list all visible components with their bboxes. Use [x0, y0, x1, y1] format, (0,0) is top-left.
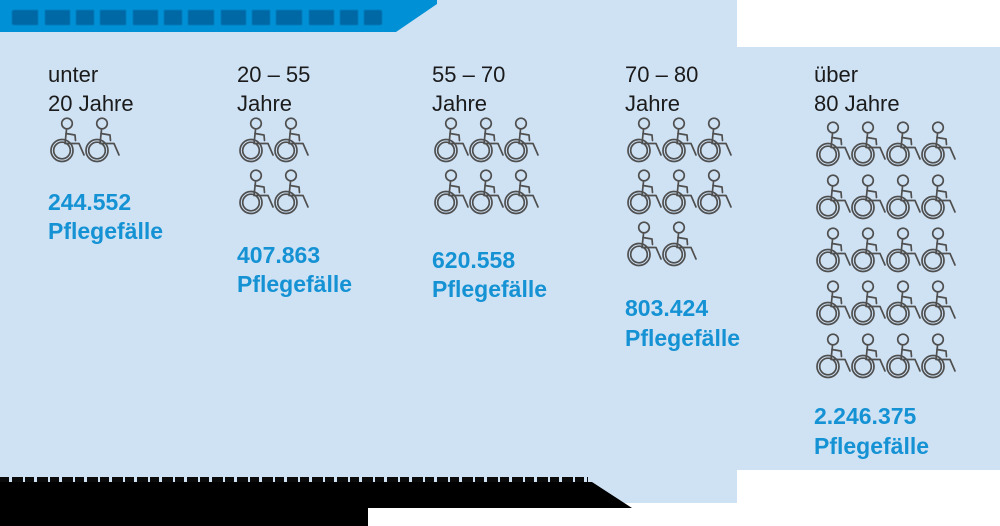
pictogram-row: [432, 117, 539, 165]
pictogram-row: [625, 169, 732, 217]
pictogram-group: [432, 117, 539, 221]
age-group-label-line2: Jahre: [237, 91, 293, 116]
care-cases-unit-label: Pflegefälle: [48, 218, 164, 244]
wheelchair-icon: [814, 174, 860, 222]
pictogram-row: [625, 221, 730, 269]
wheelchair-icon: [919, 333, 965, 381]
wheelchair-icon: [849, 280, 895, 328]
wheelchair-icon: [814, 280, 860, 328]
pictogram-group: [48, 117, 120, 169]
age-group-label-line2: Jahre: [432, 91, 488, 116]
care-cases-count: 244.552: [48, 189, 132, 215]
wheelchair-icon: [849, 174, 895, 222]
care-cases-count: 2.246.375: [814, 403, 917, 429]
wheelchair-icon: [884, 227, 930, 275]
pictogram-row: [237, 169, 309, 217]
wheelchair-icon: [432, 169, 478, 217]
title-banner-illegible-text: [12, 10, 382, 25]
wheelchair-icon: [237, 117, 283, 165]
age-group-label-line1: unter: [48, 62, 99, 87]
pictogram-row: [814, 333, 956, 381]
pictogram-row: [814, 174, 956, 222]
wheelchair-icon: [625, 117, 671, 165]
wheelchair-icon: [625, 221, 671, 269]
wheelchair-icon: [502, 169, 548, 217]
age-group-label-line2: 20 Jahre: [48, 91, 134, 116]
wheelchair-icon: [48, 117, 94, 165]
wheelchair-icon: [849, 333, 895, 381]
care-cases-unit-label: Pflegefälle: [625, 325, 741, 351]
age-group-label-line1: 20 – 55: [237, 62, 311, 87]
wheelchair-icon: [272, 117, 318, 165]
pictogram-row: [625, 117, 732, 165]
wheelchair-icon: [467, 169, 513, 217]
pictogram-row: [814, 280, 956, 328]
care-cases-unit-label: Pflegefälle: [237, 271, 353, 297]
pictogram-group: [814, 121, 956, 386]
pictogram-row: [814, 227, 956, 275]
wheelchair-icon: [814, 333, 860, 381]
age-group-label-line2: Jahre: [625, 91, 681, 116]
wheelchair-icon: [814, 227, 860, 275]
pictogram-group: [625, 117, 732, 273]
pictogram-row: [237, 117, 309, 165]
pictogram-row: [814, 121, 956, 169]
pictogram-group: [237, 117, 309, 221]
wheelchair-icon: [467, 117, 513, 165]
wheelchair-icon: [625, 169, 671, 217]
wheelchair-icon: [502, 117, 548, 165]
wheelchair-icon: [884, 280, 930, 328]
wheelchair-icon: [695, 117, 741, 165]
wheelchair-icon: [884, 121, 930, 169]
wheelchair-icon: [660, 169, 706, 217]
wheelchair-icon: [237, 169, 283, 217]
wheelchair-icon: [919, 121, 965, 169]
wheelchair-icon: [660, 221, 706, 269]
wheelchair-icon: [884, 174, 930, 222]
pictogram-row: [48, 117, 120, 165]
care-cases-unit-label: Pflegefälle: [814, 433, 930, 459]
wheelchair-icon: [919, 280, 965, 328]
wheelchair-icon: [849, 121, 895, 169]
wheelchair-icon: [849, 227, 895, 275]
age-group-label-line2: 80 Jahre: [814, 91, 900, 116]
wheelchair-icon: [272, 169, 318, 217]
wheelchair-icon: [919, 227, 965, 275]
wheelchair-icon: [919, 174, 965, 222]
wheelchair-icon: [814, 121, 860, 169]
wheelchair-icon: [884, 333, 930, 381]
wheelchair-icon: [83, 117, 129, 165]
age-group-label-line1: über: [814, 62, 859, 87]
care-cases-unit-label: Pflegefälle: [432, 276, 548, 302]
pictogram-row: [432, 169, 539, 217]
background-panel-main: [0, 0, 737, 503]
care-cases-count: 803.424: [625, 295, 709, 321]
age-group-label-line1: 55 – 70: [432, 62, 506, 87]
wheelchair-icon: [695, 169, 741, 217]
care-cases-count: 407.863: [237, 242, 321, 268]
wheelchair-icon: [660, 117, 706, 165]
care-cases-count: 620.558: [432, 247, 516, 273]
age-group-label-line1: 70 – 80: [625, 62, 699, 87]
footer-illegible-source-text: [0, 477, 588, 483]
wheelchair-icon: [432, 117, 478, 165]
background-panel-right: [737, 47, 1000, 470]
title-banner: [0, 0, 437, 32]
